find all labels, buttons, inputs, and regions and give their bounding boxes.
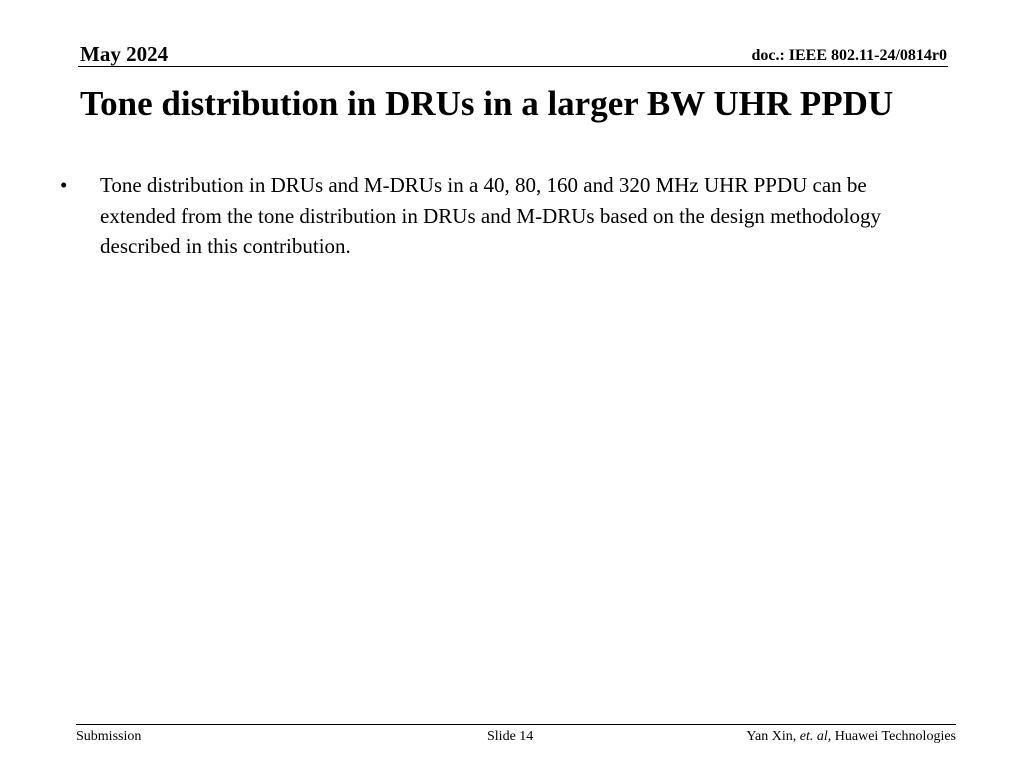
footer-slide-number: Slide 14 <box>487 729 534 744</box>
footer-author-name: Yan Xin, <box>746 729 800 744</box>
header-divider <box>78 66 948 67</box>
header-date: May 2024 <box>80 42 169 66</box>
bullet-marker: • <box>60 173 68 197</box>
bullet-text: Tone distribution in DRUs and M-DRUs in … <box>100 173 881 258</box>
bullet-item: • Tone distribution in DRUs and M-DRUs i… <box>60 170 920 262</box>
footer-author-org: , Huawei Technologies <box>827 729 956 744</box>
footer-divider <box>76 724 956 725</box>
header-doc-id: doc.: IEEE 802.11-24/0814r0 <box>751 47 947 64</box>
slide-title: Tone distribution in DRUs in a larger BW… <box>80 84 894 123</box>
footer-author-etal: et. al <box>799 729 828 744</box>
footer-submission: Submission <box>76 729 142 744</box>
bullet-list: • Tone distribution in DRUs and M-DRUs i… <box>60 170 920 262</box>
footer-author: Yan Xin, et. al, Huawei Technologies <box>746 728 956 746</box>
